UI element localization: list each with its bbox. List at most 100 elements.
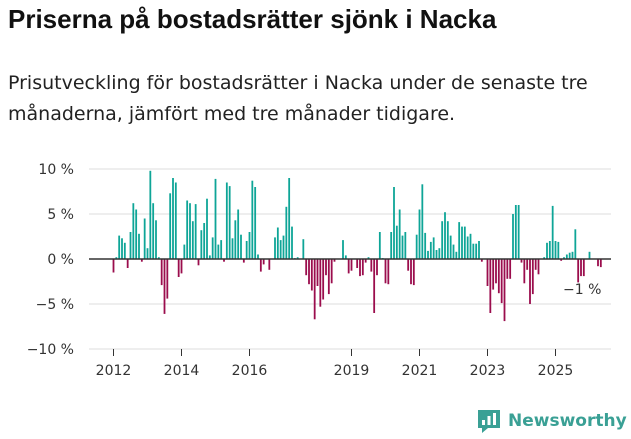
bar <box>429 241 432 259</box>
bar <box>529 259 531 304</box>
bar <box>254 187 257 259</box>
bar <box>325 259 327 276</box>
bar <box>534 259 537 270</box>
bar <box>580 259 582 277</box>
bar <box>237 209 240 259</box>
bar <box>342 240 344 259</box>
bar <box>194 204 197 259</box>
bar <box>313 259 316 320</box>
bar <box>251 180 254 259</box>
bar <box>489 259 492 313</box>
bar <box>444 212 446 259</box>
bar <box>543 257 546 259</box>
bar <box>461 226 463 259</box>
bar <box>560 259 563 261</box>
bar <box>203 223 206 259</box>
bar <box>330 259 333 284</box>
bar <box>367 257 370 259</box>
bar <box>492 259 495 290</box>
bar <box>514 205 517 259</box>
chart-title: Priserna på bostadsrätter sjönk i Nacka <box>8 4 497 34</box>
bar <box>242 259 245 263</box>
bar <box>146 248 149 259</box>
bar <box>112 259 115 273</box>
bar <box>520 259 523 263</box>
bar <box>333 259 336 262</box>
bar <box>123 242 126 259</box>
bar <box>191 221 194 259</box>
bar <box>129 232 132 259</box>
brand-name: Newsworthy <box>508 411 627 431</box>
bar <box>526 259 529 270</box>
bar <box>364 259 367 263</box>
x-tick-label: 2016 <box>232 363 268 379</box>
bar <box>588 251 591 259</box>
bar <box>305 259 308 276</box>
bar <box>407 259 410 271</box>
bar <box>568 252 571 259</box>
bar <box>310 259 313 291</box>
bar <box>132 203 135 259</box>
bar <box>296 257 299 259</box>
bar <box>424 232 427 259</box>
bar <box>523 259 526 284</box>
bar <box>316 259 319 286</box>
bar <box>152 203 155 259</box>
bar <box>356 259 359 268</box>
bar <box>509 259 512 279</box>
bar <box>160 259 163 286</box>
bar <box>208 255 211 259</box>
bar <box>240 234 242 259</box>
bar <box>395 225 398 259</box>
bar <box>155 220 157 259</box>
bar <box>441 221 444 259</box>
bar <box>126 259 129 268</box>
bar <box>274 237 276 259</box>
chart-subtitle: Prisutveckling för bostadsrätter i Nacka… <box>8 72 588 125</box>
bar <box>517 205 520 259</box>
bar <box>582 259 585 277</box>
bar <box>140 259 143 262</box>
bar <box>571 251 574 259</box>
bar <box>344 255 347 259</box>
bar <box>149 170 152 259</box>
bar <box>302 239 305 259</box>
bar <box>548 241 551 259</box>
bar <box>503 259 506 322</box>
bar <box>327 259 330 295</box>
y-tick-label: 5 % <box>47 207 74 223</box>
y-tick-label: 0 % <box>47 252 74 268</box>
bar <box>376 259 378 276</box>
bar <box>574 229 577 259</box>
bar <box>206 198 208 259</box>
bar <box>347 259 350 274</box>
y-tick-label: 10 % <box>38 162 74 178</box>
bar <box>469 233 472 259</box>
x-tick-label: 2012 <box>96 363 132 379</box>
bar <box>565 254 568 259</box>
bar <box>197 259 200 266</box>
newsworthy-logo: Newsworthy <box>476 408 627 434</box>
bar <box>554 241 557 259</box>
bar <box>415 234 418 259</box>
gridlines <box>89 168 611 350</box>
bar <box>512 214 514 259</box>
bar <box>262 259 265 265</box>
bar <box>537 259 540 275</box>
bar <box>497 259 500 294</box>
bar <box>220 240 223 259</box>
bar <box>169 193 172 259</box>
bar <box>322 259 325 300</box>
bar <box>401 235 404 259</box>
bar <box>231 238 234 259</box>
bar <box>432 237 435 259</box>
bar <box>157 257 160 259</box>
bar <box>495 259 497 284</box>
bar <box>214 178 217 259</box>
bar <box>393 187 395 259</box>
bar <box>163 259 166 314</box>
bar <box>359 259 361 277</box>
bar <box>500 259 503 304</box>
bar <box>115 257 118 259</box>
